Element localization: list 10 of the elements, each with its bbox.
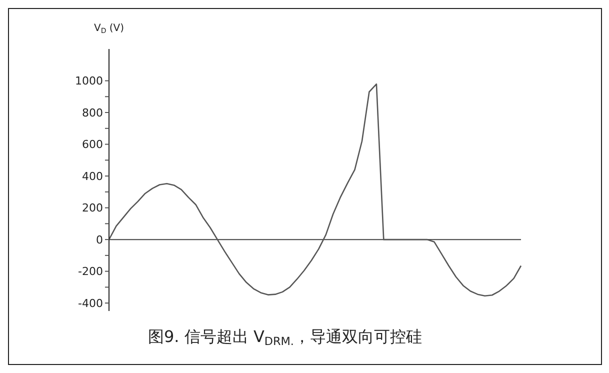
y-tick-label: -200 <box>78 265 103 278</box>
y-axis-title: V$_{D}$ (V) <box>94 23 124 35</box>
text: 图9. 信号超出 V$_{DRM.}$，导通双向可控硅 <box>148 327 422 348</box>
y-tick-label: 200 <box>82 202 103 215</box>
y-tick-label: 1000 <box>75 74 103 88</box>
y-tick-label: 0 <box>96 233 103 246</box>
y-tick-label: 400 <box>82 170 103 183</box>
y-tick-label: 600 <box>82 138 103 152</box>
y-tick-label: 800 <box>82 106 103 120</box>
y-tick-label: -400 <box>78 296 103 310</box>
